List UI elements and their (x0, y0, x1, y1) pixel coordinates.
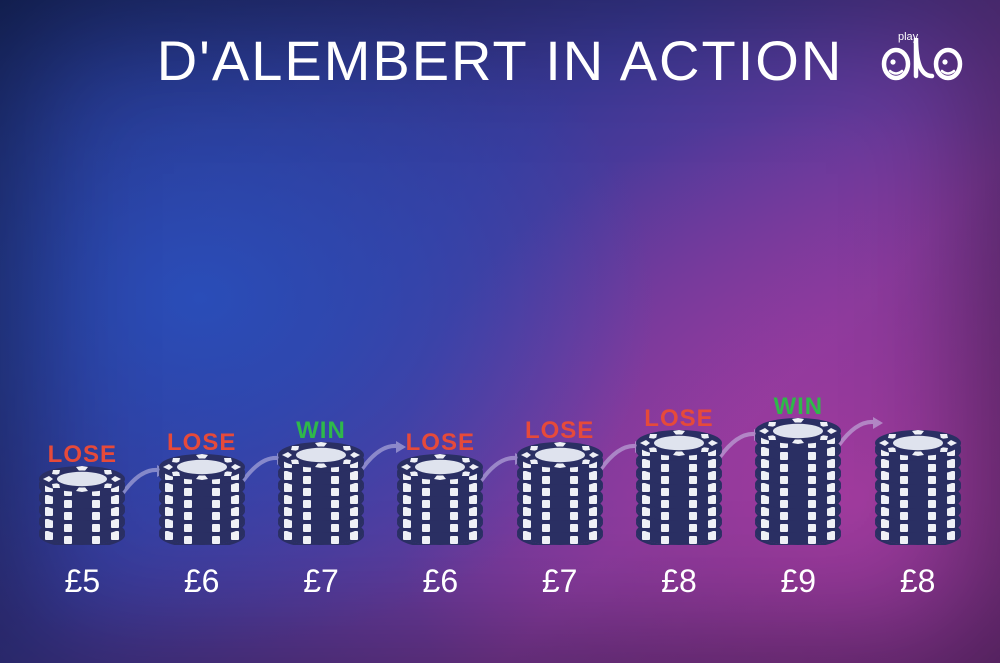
poker-chip-icon (755, 423, 841, 449)
brand-logo: play (880, 26, 966, 86)
poker-chip-icon (39, 471, 125, 497)
poker-chip-top-icon (636, 427, 722, 459)
bet-amount: £8 (900, 563, 936, 600)
bet-amount: £9 (781, 563, 817, 600)
chip-stack (37, 485, 127, 545)
bet-amount: £6 (423, 563, 459, 600)
bet-column: LOSE (624, 405, 734, 600)
poker-chip-top-icon (875, 427, 961, 459)
bet-column: LOSE (385, 429, 495, 600)
chip-stack (157, 473, 247, 545)
bet-column: LOSE (505, 417, 615, 600)
bet-column: LOSE (147, 429, 257, 600)
chip-stack (395, 473, 485, 545)
bet-amount: £6 (184, 563, 220, 600)
poker-chip-icon (397, 459, 483, 485)
poker-chip-icon (517, 447, 603, 473)
poker-chip-top-icon (39, 463, 125, 495)
bet-sequence-row: LOSE (0, 270, 1000, 600)
poker-chip-icon (278, 447, 364, 473)
page-title: D'ALEMBERT IN ACTION (0, 28, 1000, 93)
poker-chip-top-icon (159, 451, 245, 483)
poker-chip-top-icon (517, 439, 603, 471)
chip-stack (753, 437, 843, 545)
poker-chip-top-icon (397, 451, 483, 483)
poker-chip-icon (159, 459, 245, 485)
bet-amount: £5 (65, 563, 101, 600)
chip-stack (515, 461, 605, 545)
bet-amount: £8 (661, 563, 697, 600)
poker-chip-top-icon (755, 415, 841, 447)
chip-stack (634, 449, 724, 545)
bet-column: WIN (743, 393, 853, 600)
chip-stack (276, 461, 366, 545)
bet-column: £8 (863, 405, 973, 600)
poker-chip-top-icon (278, 439, 364, 471)
bet-amount: £7 (542, 563, 578, 600)
bet-column: LOSE (27, 441, 137, 600)
poker-chip-icon (636, 435, 722, 461)
bet-amount: £7 (303, 563, 339, 600)
bet-column: WIN (266, 417, 376, 600)
poker-chip-icon (875, 435, 961, 461)
chip-stack (873, 449, 963, 545)
